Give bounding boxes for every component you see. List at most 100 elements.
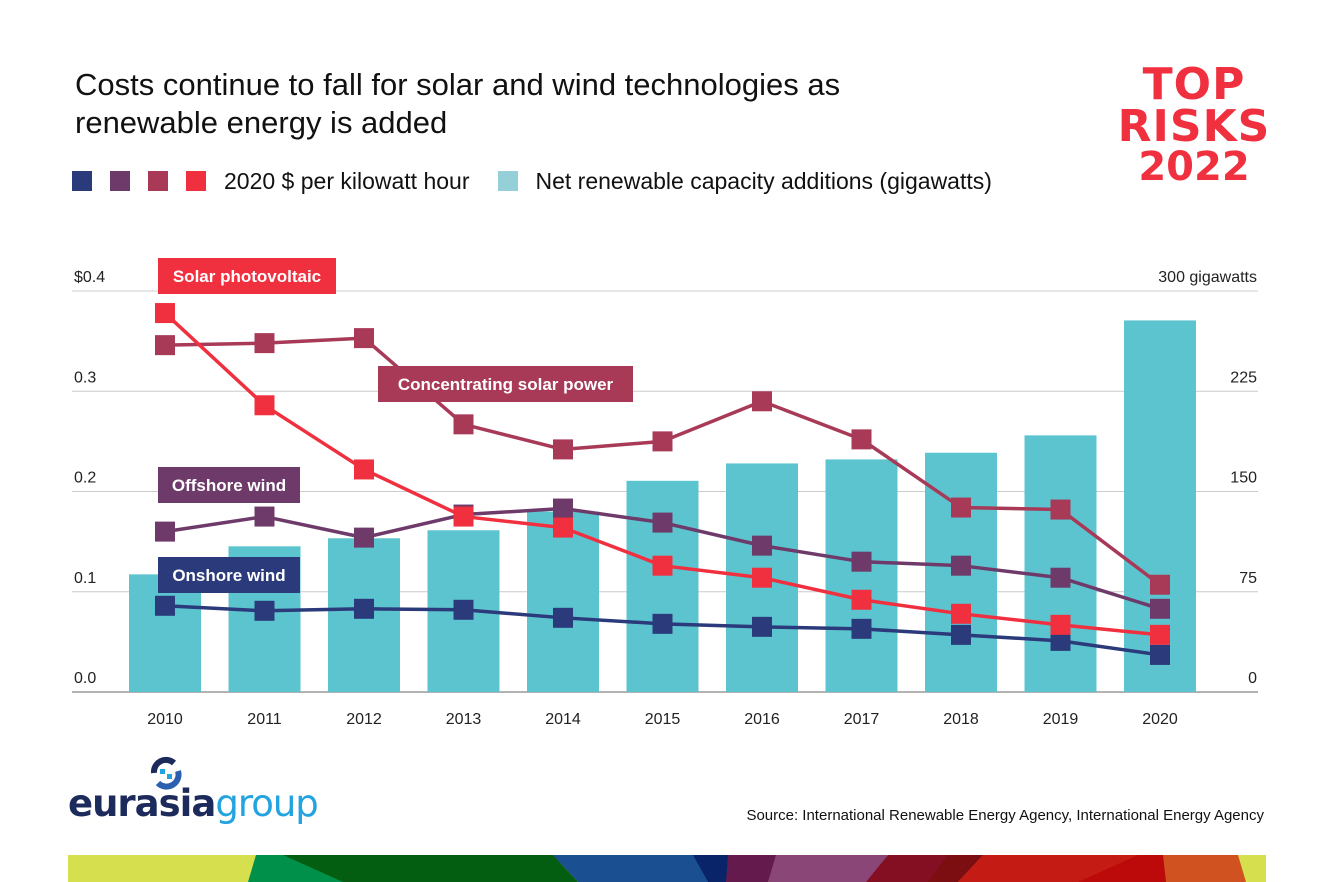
legend-swatch-csp xyxy=(148,171,168,191)
cost-marker xyxy=(553,517,573,538)
x-axis-tick-label: 2019 xyxy=(1043,711,1079,728)
x-axis-tick-label: 2013 xyxy=(446,711,482,728)
left-axis-tick-label: $0.4 xyxy=(74,269,105,286)
cost-marker xyxy=(851,589,872,610)
chart-title: Costs continue to fall for solar and win… xyxy=(75,67,841,140)
cost-marker xyxy=(851,618,872,639)
axis-ticks: 0.0 0.1 0.2 0.3 $0.4 0 75 150 225 300 gigawatts 20… xyxy=(74,269,1257,728)
cost-marker xyxy=(1050,630,1071,651)
right-axis-tick-label: 150 xyxy=(1230,470,1257,487)
x-axis-tick-label: 2014 xyxy=(545,711,581,728)
cost-marker xyxy=(1050,567,1071,588)
x-axis-tick-label: 2015 xyxy=(645,711,681,728)
cost-marker xyxy=(752,535,772,556)
cost-marker xyxy=(652,512,673,533)
right-axis-tick-label: 225 xyxy=(1230,369,1257,386)
legend-swatch-capacity xyxy=(497,171,518,191)
cost-marker xyxy=(1150,574,1170,595)
cost-marker xyxy=(851,429,872,450)
cost-marker xyxy=(1050,614,1071,635)
x-axis-tick-label: 2016 xyxy=(744,711,780,728)
cost-marker xyxy=(553,498,573,519)
series-label-box xyxy=(158,557,300,593)
capacity-bar xyxy=(825,459,898,692)
brand-line-2: RISKS xyxy=(1117,101,1271,152)
cost-marker xyxy=(1050,499,1071,520)
logo-text-eurasia: eurasia xyxy=(68,782,216,825)
series-label-text: Solar photovoltaic xyxy=(173,267,321,286)
right-axis-tick-label: 0 xyxy=(1248,670,1257,687)
series-label-text: Concentrating solar power xyxy=(398,375,614,394)
capacity-bar xyxy=(129,574,201,692)
cost-marker xyxy=(752,391,772,412)
legend-swatch-onshore xyxy=(72,171,92,191)
brand-line-1: TOP xyxy=(1142,59,1246,110)
cost-marker xyxy=(951,603,971,624)
capacity-bar xyxy=(527,511,599,692)
source-note: Source: International Renewable Energy A… xyxy=(746,807,1264,824)
series-labels: Solar photovoltaic Concentrating solar po… xyxy=(158,258,633,593)
cost-marker xyxy=(1150,624,1170,645)
series-label-box xyxy=(378,366,633,402)
chart-area: Solar photovoltaic Concentrating solar po… xyxy=(72,258,1258,728)
eurasia-group-logo: eurasiagroup xyxy=(68,756,319,825)
series-label-box xyxy=(158,467,300,503)
logo-text-group: group xyxy=(215,782,318,825)
cost-marker xyxy=(752,567,772,588)
cost-marker xyxy=(254,506,275,527)
x-axis-tick-label: 2018 xyxy=(943,711,979,728)
cost-marker xyxy=(1150,644,1170,665)
legend-capacity-label: Net renewable capacity additions (gigawa… xyxy=(535,167,992,194)
cost-marker xyxy=(155,303,175,324)
eurasia-globe-icon xyxy=(150,756,182,790)
left-axis-tick-label: 0.3 xyxy=(74,369,96,386)
left-axis-tick-label: 0.2 xyxy=(74,470,96,487)
cost-marker xyxy=(155,335,175,356)
x-axis-tick-label: 2010 xyxy=(147,711,183,728)
cost-marker xyxy=(951,497,971,518)
capacity-bar xyxy=(626,480,699,692)
cost-marker xyxy=(851,551,872,572)
cost-marker xyxy=(752,616,772,637)
cost-marker xyxy=(951,624,971,645)
cost-marker xyxy=(951,555,971,576)
cost-marker xyxy=(354,527,374,548)
right-axis-tick-label: 300 gigawatts xyxy=(1158,269,1257,286)
brand-line-3: 2022 xyxy=(1138,144,1250,190)
cost-marker xyxy=(155,521,175,542)
cost-marker xyxy=(254,333,275,354)
series-label-box xyxy=(158,258,336,294)
cost-marker xyxy=(453,506,474,527)
cost-marker xyxy=(553,607,573,628)
x-axis-tick-label: 2012 xyxy=(346,711,382,728)
cost-marker xyxy=(553,439,573,460)
cost-marker xyxy=(1150,598,1170,619)
series-label-text: Offshore wind xyxy=(172,476,286,495)
left-axis-tick-label: 0.1 xyxy=(74,570,96,587)
top-risks-logo: TOP RISKS 2022 xyxy=(1114,59,1274,190)
cost-marker xyxy=(254,395,275,416)
capacity-bars xyxy=(129,320,1196,692)
cost-marker xyxy=(652,431,673,452)
cost-marker xyxy=(652,613,673,634)
cost-markers xyxy=(155,303,1170,665)
capacity-bar xyxy=(1024,435,1097,692)
cost-marker xyxy=(453,414,474,435)
series-label-text: Onshore wind xyxy=(172,566,285,585)
cost-marker xyxy=(652,555,673,576)
x-axis-tick-label: 2011 xyxy=(247,711,282,728)
cost-marker xyxy=(254,600,275,621)
legend-swatch-solar-pv xyxy=(186,171,206,191)
legend-cost-label: 2020 $ per kilowatt hour xyxy=(224,167,470,194)
cost-marker xyxy=(453,599,474,620)
cost-marker xyxy=(354,598,374,619)
left-axis-tick-label: 0.0 xyxy=(74,670,96,687)
x-axis-tick-label: 2020 xyxy=(1142,711,1178,728)
cost-marker xyxy=(155,595,175,616)
right-axis-tick-label: 75 xyxy=(1239,570,1257,587)
footer-color-band xyxy=(68,855,1266,882)
cost-marker xyxy=(354,328,374,349)
cost-marker xyxy=(354,459,374,480)
x-axis-tick-label: 2017 xyxy=(844,711,880,728)
legend-swatch-offshore xyxy=(110,171,130,191)
